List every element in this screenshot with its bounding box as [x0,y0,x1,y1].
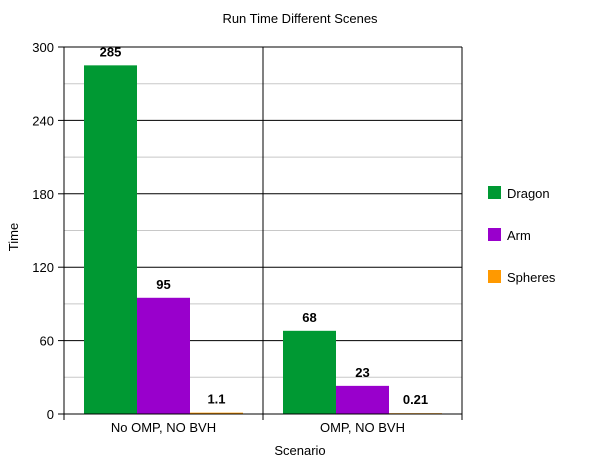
y-tick-label: 300 [32,40,54,55]
bar [283,330,336,414]
y-tick-label: 180 [32,187,54,202]
data-label: 1.1 [207,392,225,407]
y-tick-label: 0 [47,407,54,422]
data-label: 23 [355,365,369,380]
legend-label: Arm [507,228,531,243]
legend: Dragon Arm Spheres [488,186,556,285]
legend-swatch [488,270,501,283]
legend-label: Dragon [507,186,550,201]
bar [137,297,190,414]
legend-swatch [488,228,501,241]
x-axis-label: Scenario [274,443,325,458]
x-category-label: OMP, NO BVH [320,420,405,435]
y-tick-label: 240 [32,113,54,128]
x-category-label: No OMP, NO BVH [111,420,216,435]
data-label: 0.21 [403,392,428,407]
y-tick-label: 60 [40,334,54,349]
bar [190,412,243,414]
data-label: 68 [302,310,316,325]
data-label: 95 [156,277,170,292]
bar [336,385,389,414]
chart-title: Run Time Different Scenes [222,11,378,26]
data-label: 285 [100,44,122,59]
legend-label: Spheres [507,270,556,285]
y-tick-label: 120 [32,260,54,275]
legend-swatch [488,186,501,199]
axes-layer: 0 60 120 180 240 300 No OMP, NO BVH OMP, NO BVH [32,40,463,435]
data-labels-layer: 285 95 1.1 68 23 0.21 [100,44,429,407]
bar [84,65,137,414]
bars-layer [84,65,442,414]
y-axis-label: Time [6,223,21,251]
